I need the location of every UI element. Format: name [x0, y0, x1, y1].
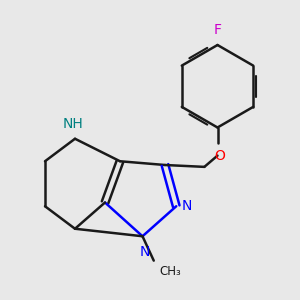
- Text: NH: NH: [63, 116, 83, 130]
- Text: N: N: [182, 199, 192, 213]
- Text: O: O: [214, 149, 225, 163]
- Text: F: F: [214, 23, 221, 37]
- Text: CH₃: CH₃: [159, 265, 181, 278]
- Text: N: N: [139, 244, 150, 259]
